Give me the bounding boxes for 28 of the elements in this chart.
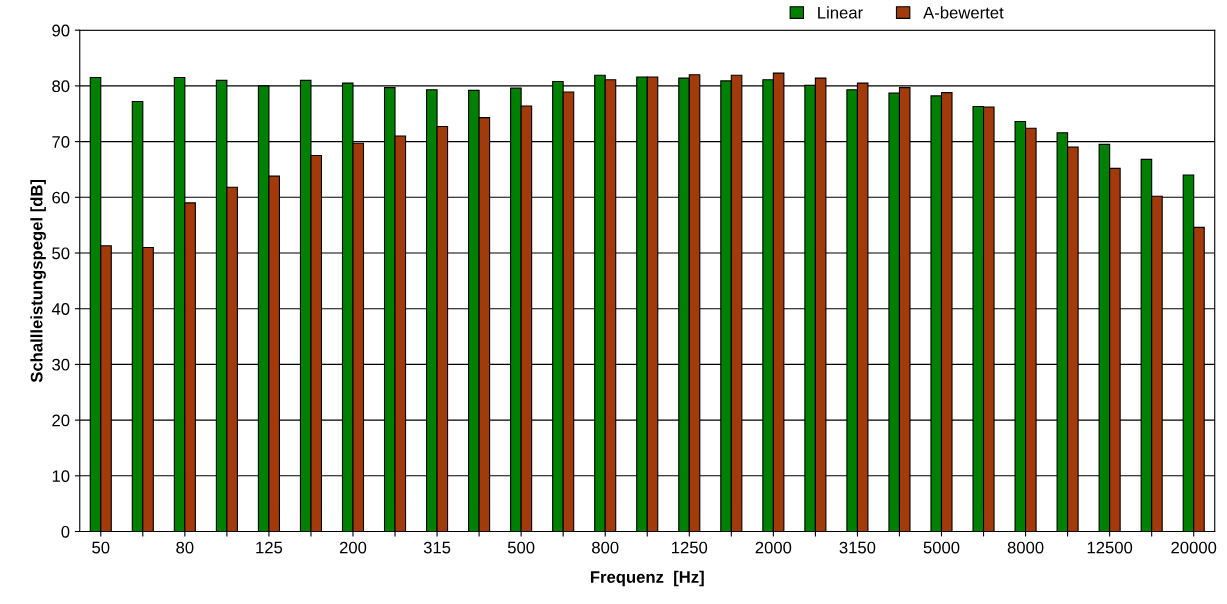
y-tick-label: 40 bbox=[51, 303, 70, 315]
x-tick-label: 5000 bbox=[923, 541, 960, 554]
x-tick-label: 500 bbox=[507, 541, 535, 554]
x-tick-label: 12500 bbox=[1087, 541, 1133, 554]
x-tick-label: 800 bbox=[592, 541, 619, 554]
x-tick-label: 200 bbox=[339, 541, 367, 554]
x-tick-label: 1250 bbox=[672, 541, 708, 554]
y-tick-label: 70 bbox=[52, 136, 70, 148]
x-axis-title: Frequenz [Hz] bbox=[590, 570, 704, 587]
y-tick-label: 80 bbox=[52, 80, 70, 93]
y-tick-label: 30 bbox=[52, 358, 70, 371]
x-tick-label: 50 bbox=[92, 541, 110, 554]
x-tick-label: 2000 bbox=[755, 541, 792, 554]
x-tick-label: 125 bbox=[256, 541, 283, 554]
x-tick-label: 80 bbox=[176, 541, 194, 554]
legend-label: A-bewertet bbox=[923, 6, 1004, 19]
y-tick-label: 90 bbox=[52, 24, 70, 37]
x-tick-label: 20000 bbox=[1171, 541, 1217, 554]
y-tick-label: 20 bbox=[52, 414, 70, 427]
y-tick-label: 60 bbox=[52, 191, 70, 204]
y-tick-label: 0 bbox=[61, 525, 70, 538]
y-tick-label: 10 bbox=[52, 470, 70, 483]
legend-label: Linear bbox=[818, 6, 863, 19]
y-axis-title: Schallleistungspegel [dB] bbox=[30, 179, 46, 383]
x-tick-label: 3150 bbox=[839, 541, 876, 554]
x-tick-label: 8000 bbox=[1007, 541, 1044, 554]
x-tick-label: 315 bbox=[423, 541, 451, 554]
y-tick-label: 50 bbox=[52, 247, 70, 260]
